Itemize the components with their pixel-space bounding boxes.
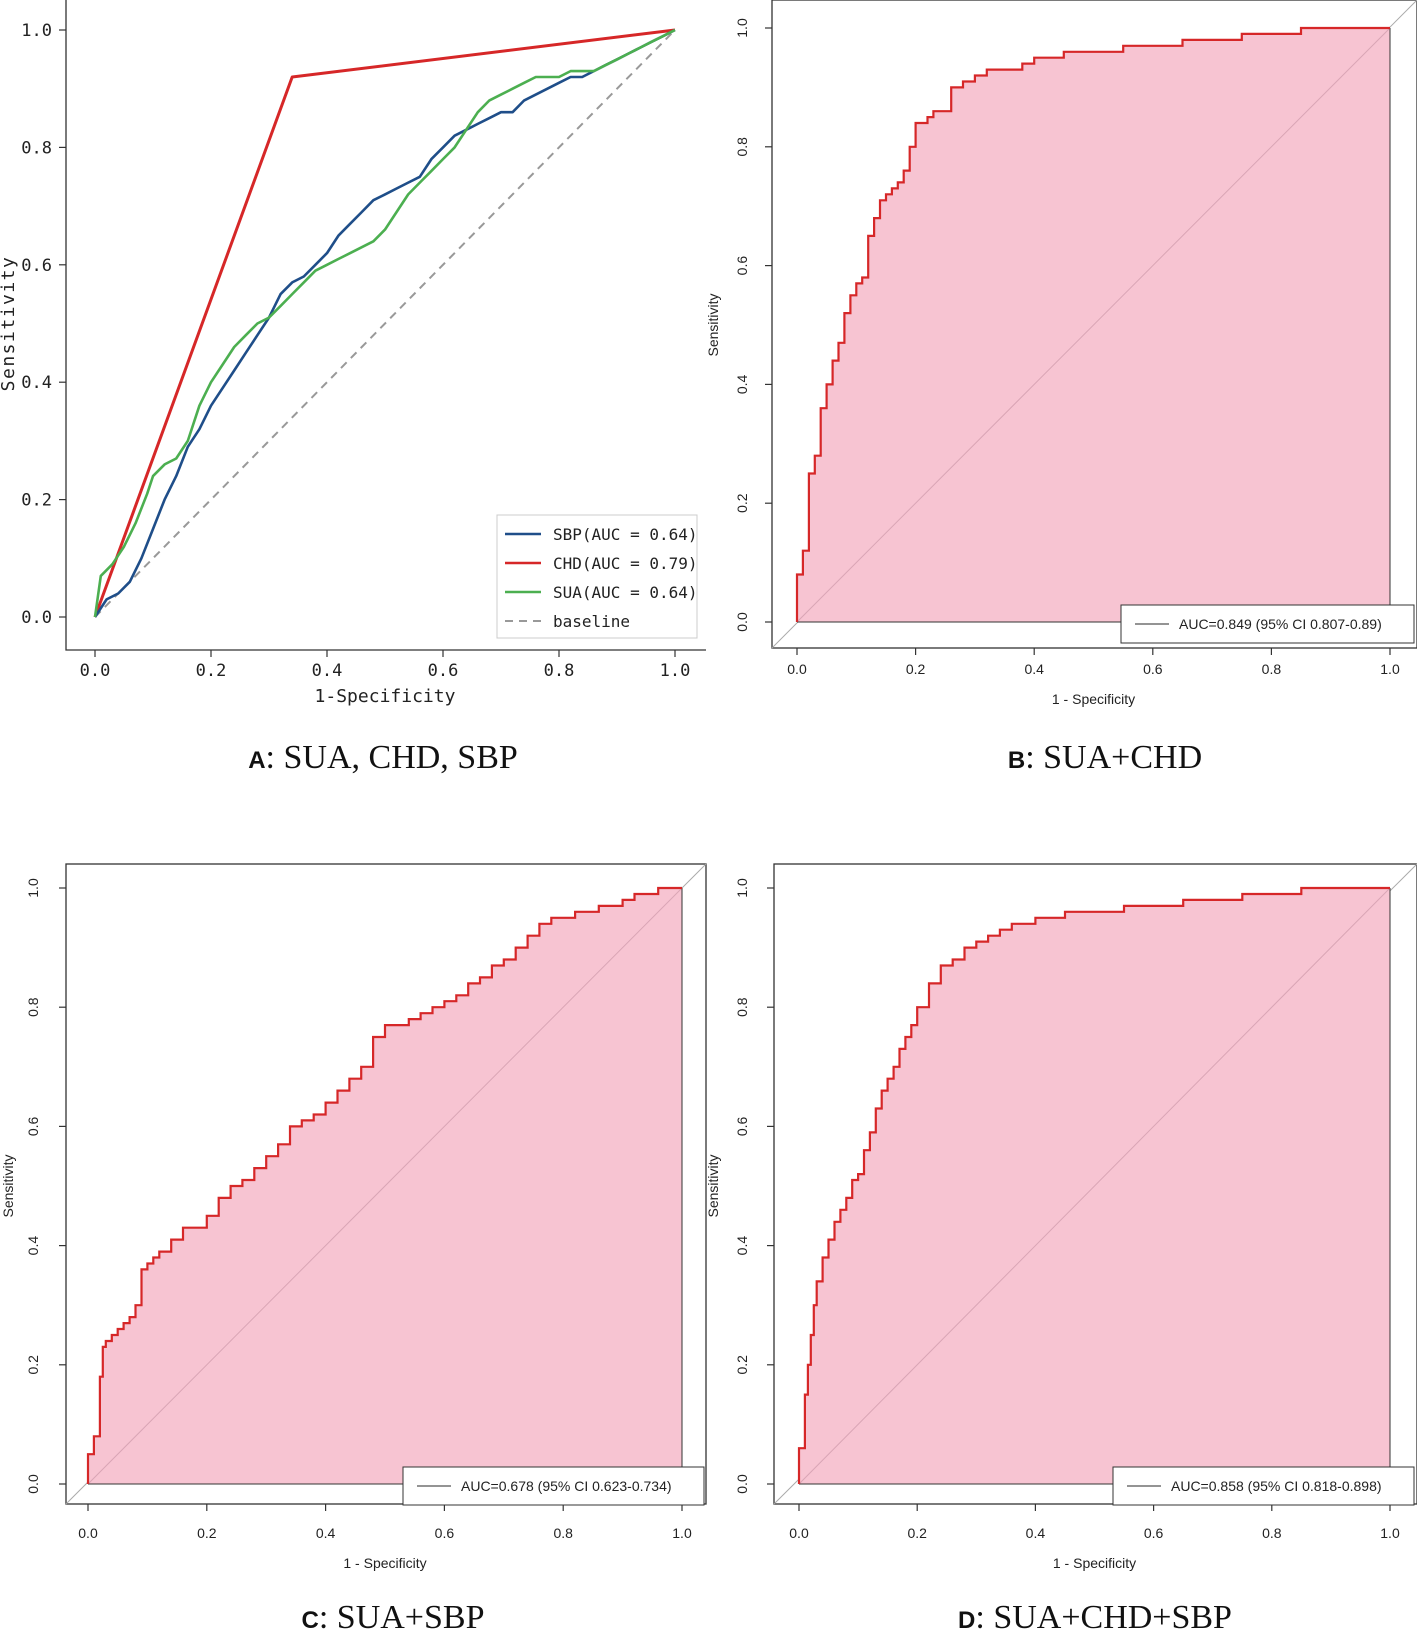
y-tick-label: 0.2 [734, 493, 750, 513]
legend-label: AUC=0.849 (95% CI 0.807-0.89) [1179, 616, 1382, 632]
y-tick-label: 0.8 [25, 997, 41, 1017]
reference-diagonal [798, 887, 1391, 1485]
legend-box [1112, 1466, 1415, 1506]
panel-caption: B: SUA+CHD [1008, 739, 1202, 776]
y-tick-label: 0.0 [21, 608, 52, 628]
panel-d: 0.0 0.0 0.2 0.2 0.4 0.4 0.6 0.6 0.8 0.8 1.0 1.0 1 - … [705, 863, 1417, 1636]
y-tick-label: 0.4 [734, 1236, 750, 1256]
x-tick-label: 0.6 [1144, 1525, 1164, 1541]
y-tick-label: 0.4 [21, 373, 52, 393]
x-axis-label: 1 - Specificity [1053, 1555, 1136, 1571]
y-tick-label: 1.0 [734, 18, 750, 38]
y-tick-label: 0.0 [734, 612, 750, 632]
y-tick-label: 0.2 [734, 1355, 750, 1375]
x-axis-label: 1 - Specificity [343, 1555, 426, 1571]
y-tick-label: 0.6 [734, 1116, 750, 1136]
panel-b: 0.0 0.0 0.2 0.2 0.4 0.4 0.6 0.6 0.8 0.8 1.0 1.0 1 - … [705, 0, 1417, 776]
y-tick-label: 0.6 [25, 1116, 41, 1136]
panel-c: 0.0 0.0 0.2 0.2 0.4 0.4 0.6 0.6 0.8 0.8 1.0 1.0 1 - … [0, 863, 707, 1636]
x-tick-label: 0.8 [553, 1525, 573, 1541]
series-line-sua [93, 28, 676, 618]
x-tick-label: 0.2 [906, 661, 926, 677]
legend-box [402, 1466, 705, 1506]
x-tick-label: 0.0 [78, 1525, 98, 1541]
plot-frame [773, 863, 1417, 1505]
y-axis-label: Sensitivity [705, 1154, 721, 1217]
x-tick-label: 0.8 [1262, 1525, 1282, 1541]
x-tick-label: 0.0 [787, 661, 807, 677]
y-axis-label: Sensitivity [705, 293, 721, 356]
plot-frame [65, 863, 707, 1505]
series-line-sbp [93, 28, 676, 618]
panel-caption-letter: B [1008, 747, 1025, 774]
y-tick-label: 0.4 [25, 1236, 41, 1256]
y-axis-label: Sensitivity [0, 1154, 16, 1217]
roc-curve [795, 26, 1390, 622]
y-tick-label: 0.4 [734, 374, 750, 394]
x-tick-label: 0.8 [1262, 661, 1282, 677]
x-tick-label: 0.6 [1143, 661, 1163, 677]
panel-a: 0.0 0.0 0.2 0.2 0.4 0.4 0.6 0.6 0.8 0.8 1.0 1.0 1-Sp… [0, 0, 706, 776]
legend-label-chd: CHD(AUC = 0.79) [553, 554, 698, 573]
y-tick-label: 0.6 [734, 256, 750, 276]
y-tick-label: 0.8 [21, 138, 52, 158]
panel-caption-text: : SUA+SBP [319, 1599, 485, 1636]
panel-caption-letter: D [958, 1607, 975, 1634]
roc-curve [797, 886, 1390, 1484]
reference-diagonal [87, 887, 683, 1485]
x-axis-label: 1 - Specificity [1052, 691, 1135, 707]
panel-caption-letter: C [302, 1607, 319, 1634]
series-line-baseline [94, 29, 676, 618]
panel-caption: C: SUA+SBP [302, 1599, 485, 1636]
legend-label-sua: SUA(AUC = 0.64) [553, 583, 698, 602]
plot-frame [771, 0, 1417, 649]
plot-axes [65, 0, 706, 651]
x-tick-label: 0.2 [196, 661, 227, 681]
y-tick-label: 0.0 [734, 1474, 750, 1494]
x-tick-label: 0.2 [197, 1525, 217, 1541]
y-tick-label: 0.8 [734, 137, 750, 157]
series-line-chd [93, 28, 676, 618]
legend-label: AUC=0.678 (95% CI 0.623-0.734) [461, 1478, 672, 1494]
x-tick-label: 0.0 [80, 661, 111, 681]
roc-curve [86, 886, 682, 1484]
y-tick-label: 0.8 [734, 997, 750, 1017]
legend-label-baseline: baseline [553, 612, 630, 631]
panel-caption: A: SUA, CHD, SBP [248, 739, 518, 776]
x-tick-label: 1.0 [1380, 1525, 1400, 1541]
legend-box [1120, 604, 1415, 644]
panel-caption-text: : SUA+CHD [1025, 739, 1202, 776]
x-tick-label: 0.2 [907, 1525, 927, 1541]
x-tick-label: 0.4 [312, 661, 343, 681]
y-tick-label: 0.0 [25, 1474, 41, 1494]
x-axis-label: 1-Specificity [315, 686, 456, 707]
x-tick-label: 0.4 [1024, 661, 1044, 677]
y-tick-label: 1.0 [734, 878, 750, 898]
panel-caption: D: SUA+CHD+SBP [958, 1599, 1232, 1636]
y-tick-label: 0.6 [21, 256, 52, 276]
panel-caption-letter: A [248, 747, 265, 774]
x-tick-label: 0.0 [789, 1525, 809, 1541]
legend-box [496, 514, 698, 639]
y-tick-label: 1.0 [25, 878, 41, 898]
reference-diagonal [796, 27, 1391, 623]
y-tick-label: 1.0 [21, 21, 52, 41]
x-tick-label: 0.4 [316, 1525, 336, 1541]
x-tick-label: 1.0 [1380, 661, 1400, 677]
legend-label: AUC=0.858 (95% CI 0.818-0.898) [1171, 1478, 1382, 1494]
x-tick-label: 0.4 [1026, 1525, 1046, 1541]
x-tick-label: 1.0 [660, 661, 691, 681]
panel-caption-text: : SUA, CHD, SBP [266, 739, 518, 776]
legend-label-sbp: SBP(AUC = 0.64) [553, 525, 698, 544]
x-tick-label: 0.6 [435, 1525, 455, 1541]
y-tick-label: 0.2 [25, 1355, 41, 1375]
x-tick-label: 0.8 [544, 661, 575, 681]
panel-caption-text: : SUA+CHD+SBP [975, 1599, 1232, 1636]
x-tick-label: 0.6 [428, 661, 459, 681]
y-tick-label: 0.2 [21, 491, 52, 511]
x-tick-label: 1.0 [672, 1525, 692, 1541]
y-axis-label: Sensitivity [0, 256, 19, 392]
